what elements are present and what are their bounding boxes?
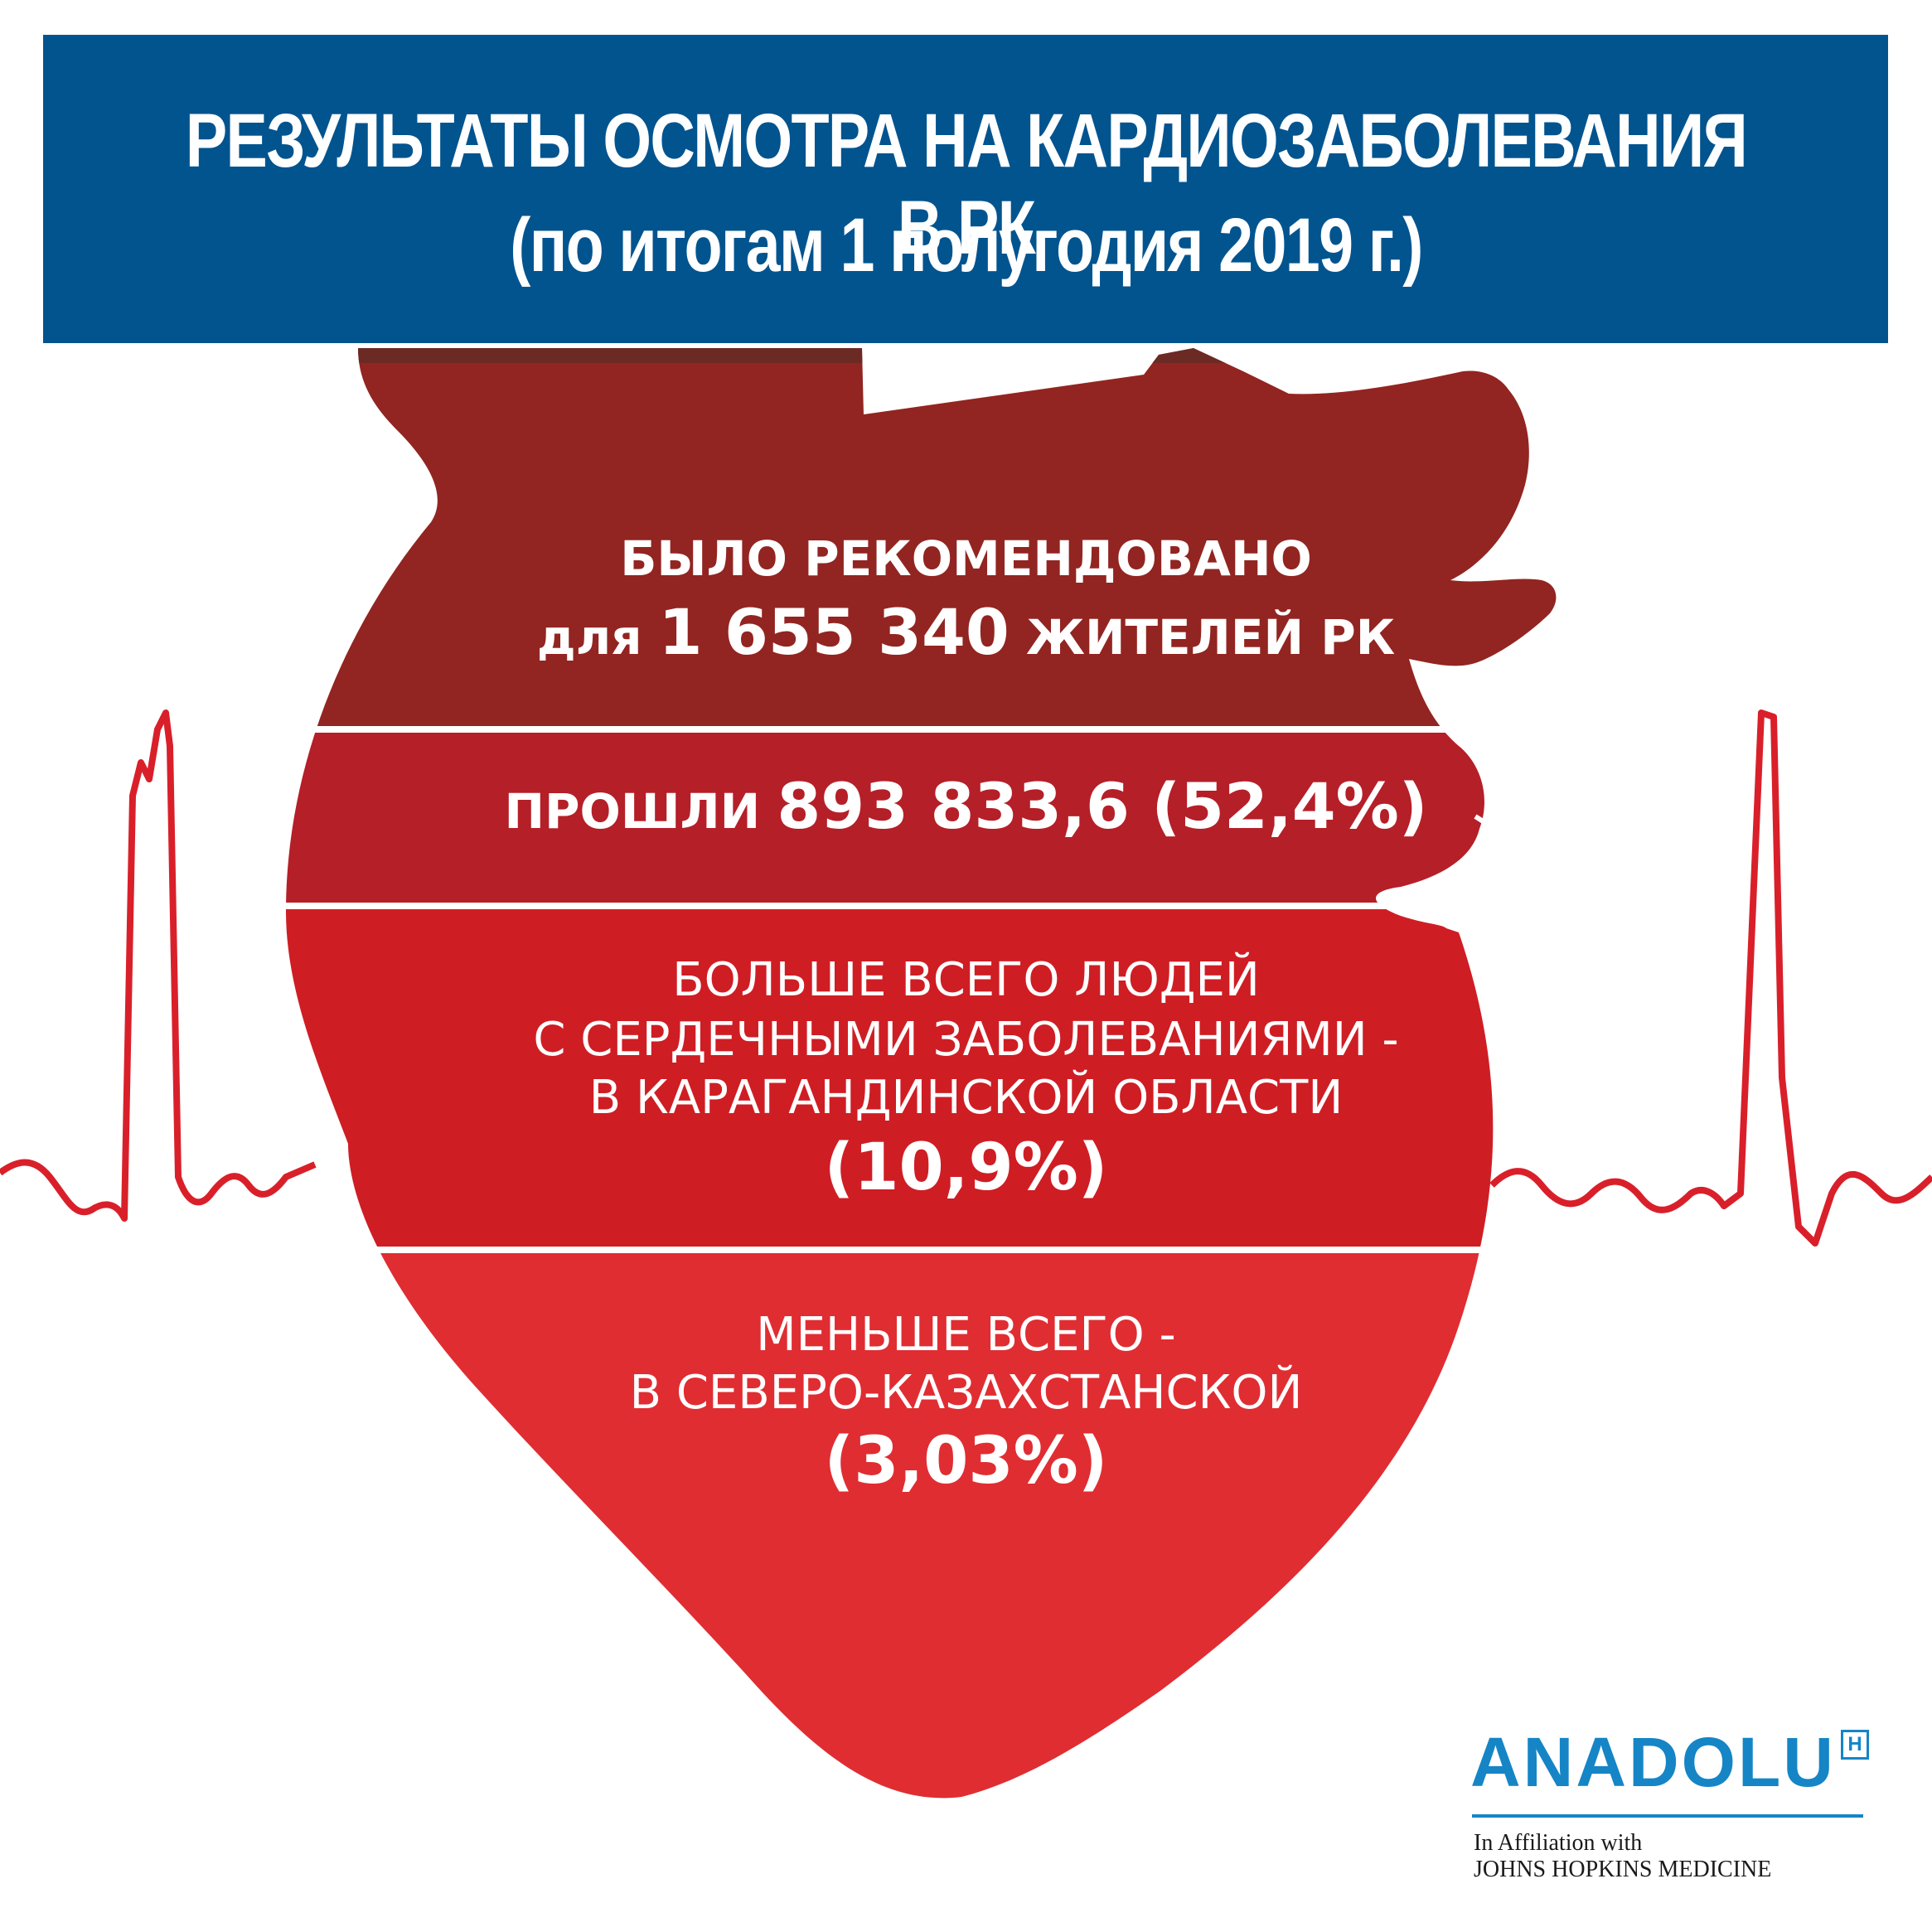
most-percent: (10,9%) (824, 1131, 1108, 1205)
recommended-prefix: для (536, 609, 659, 666)
vessel-detail (1474, 814, 1544, 888)
vessel-detail-2 (1458, 911, 1576, 935)
title-banner (43, 35, 1888, 343)
most-line3: В КАРАГАНДИНСКОЙ ОБЛАСТИ (588, 1071, 1344, 1125)
page-title: РЕЗУЛЬТАТЫ ОСМОТРА НА КАРДИОЗАБОЛЕВАНИЯ … (185, 99, 1748, 270)
logo-johns-hopkins: JOHNS HOPKINS MEDICINE (1474, 1857, 1772, 1882)
most-line1: БОЛЬШЕ ВСЕГО ЛЮДЕЙ (672, 953, 1260, 1007)
recommended-line2: для 1 655 340 ЖИТЕЛЕЙ РК (0, 595, 1932, 669)
least-percent: (3,03%) (824, 1424, 1108, 1499)
heart-band-top-shade (286, 348, 1557, 363)
anadolu-logo: ANADOLU (1470, 1723, 1836, 1801)
ecg-left-line (0, 709, 317, 1222)
recommended-line1: БЫЛО РЕКОМЕНДОВАНО (620, 530, 1312, 587)
heart-band-1 (286, 348, 1557, 729)
band-dividers (249, 726, 1625, 1253)
heart-band-2 (286, 729, 1557, 903)
least-line1: МЕНЬШЕ ВСЕГО - (756, 1308, 1176, 1362)
most-line2: С СЕРДЕЧНЫМИ ЗАБОЛЕВАНИЯМИ - (533, 1013, 1399, 1067)
passed-line: ПРОШЛИ 893 833,6 (52,4%) (0, 769, 1932, 843)
logo-divider (1472, 1814, 1863, 1818)
hospital-h-icon: H (1841, 1730, 1869, 1760)
logo-affiliation: In Affiliation with (1474, 1830, 1643, 1856)
passed-value: 893 833,6 (52,4%) (777, 769, 1428, 843)
recommended-suffix: ЖИТЕЛЕЙ РК (1009, 609, 1396, 666)
recommended-number: 1 655 340 (658, 595, 1010, 669)
passed-label: ПРОШЛИ (504, 783, 777, 840)
ecg-right-line (1489, 709, 1932, 1247)
page-subtitle: (по итогам 1 полугодия 2019 г.) (510, 203, 1423, 288)
heart-band-3 (286, 903, 1557, 1247)
least-line2: В СЕВЕРО-КАЗАХСТАНСКОЙ (629, 1366, 1303, 1420)
